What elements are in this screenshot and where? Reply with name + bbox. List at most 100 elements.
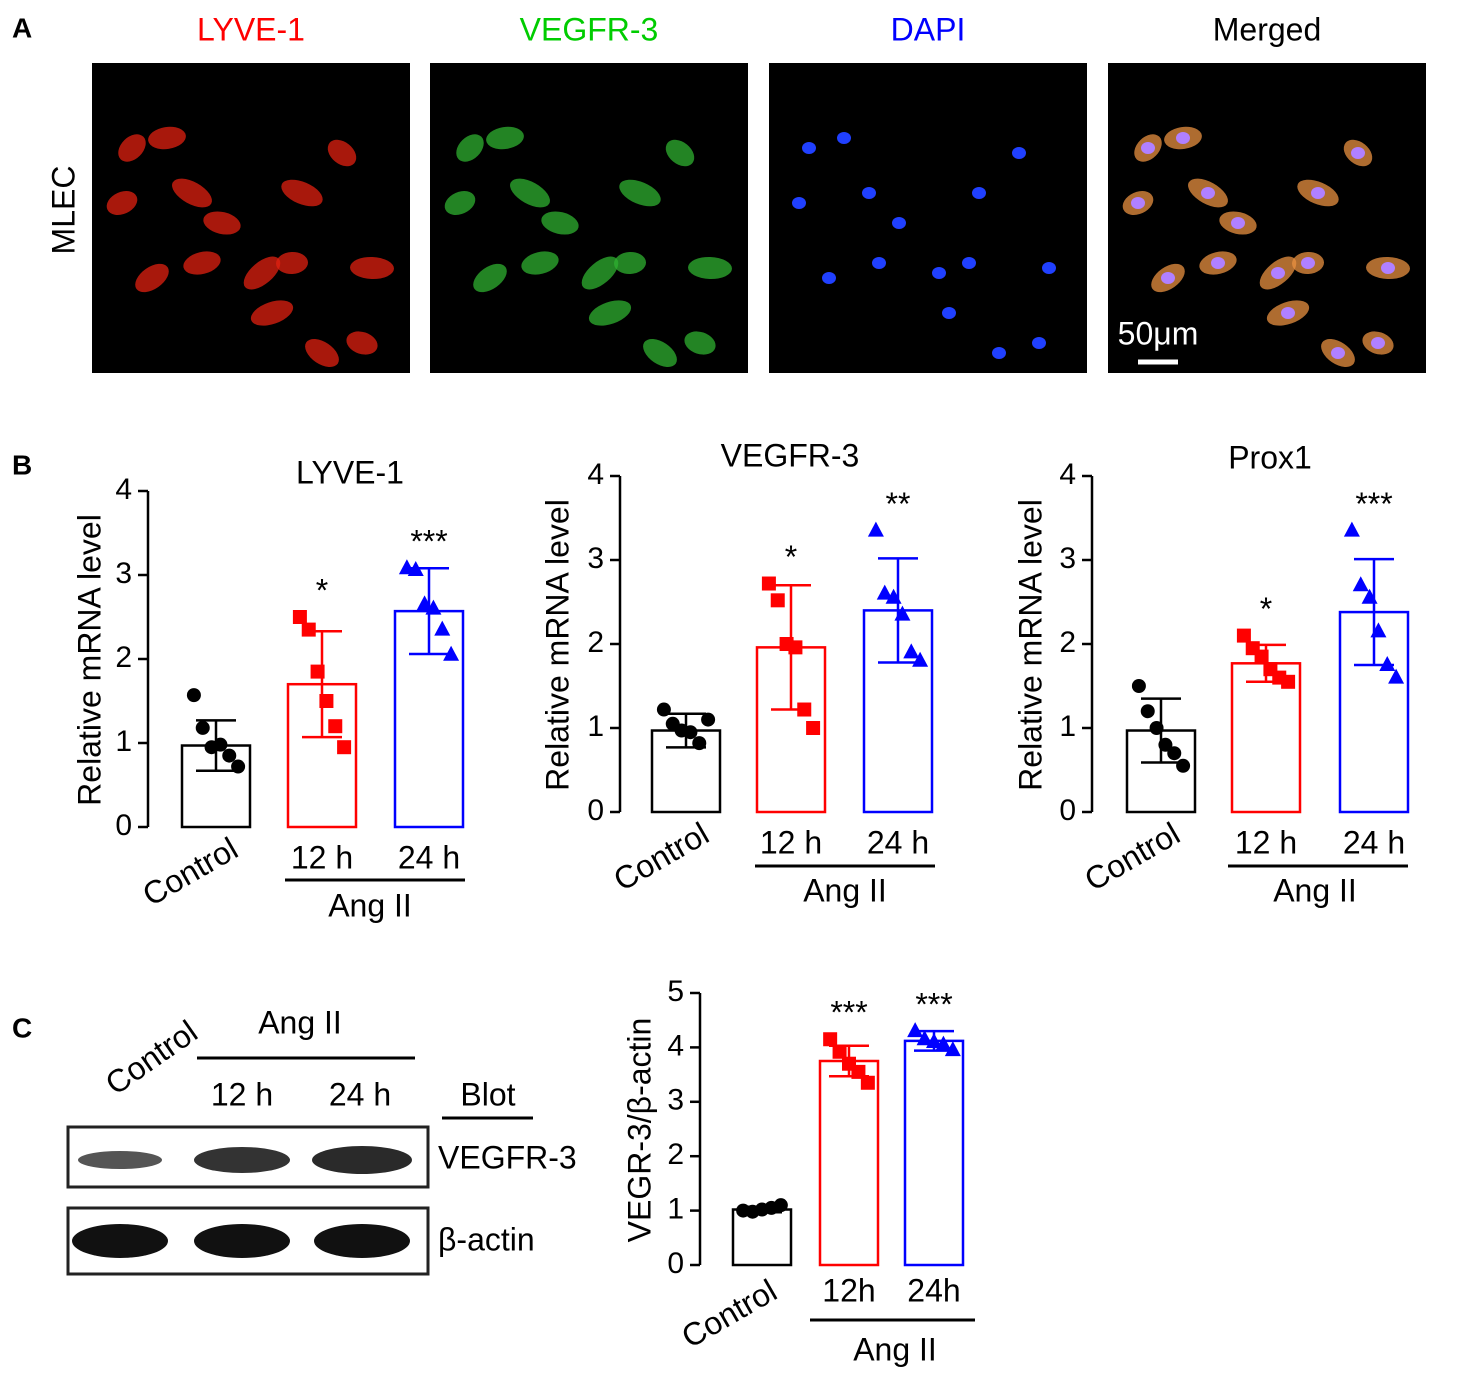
y-tick-label: 3 bbox=[1059, 542, 1076, 575]
significance: * bbox=[316, 572, 328, 608]
significance: * bbox=[785, 539, 797, 575]
panel-label: C bbox=[12, 1012, 32, 1043]
data-point bbox=[916, 1030, 933, 1046]
cell bbox=[510, 178, 550, 208]
nucleus bbox=[872, 257, 886, 269]
cell bbox=[665, 139, 695, 167]
data-point bbox=[656, 702, 671, 717]
group-label: Ang II bbox=[853, 1331, 937, 1367]
x-tick-label: 12 h bbox=[1235, 824, 1297, 860]
image-label: VEGFR-3 bbox=[520, 11, 659, 47]
lane-label: Control bbox=[99, 1013, 204, 1102]
image-label: Merged bbox=[1213, 11, 1322, 47]
group-label: Ang II bbox=[328, 887, 412, 923]
x-tick-label: 24h bbox=[907, 1272, 960, 1308]
data-point bbox=[186, 688, 201, 703]
micrographs: LYVE-1 VEGFR-3 DAPI Merged 50μm bbox=[92, 11, 1426, 373]
nucleus bbox=[1131, 197, 1145, 209]
cell bbox=[444, 191, 476, 215]
band bbox=[312, 1146, 412, 1174]
nucleus bbox=[822, 272, 836, 284]
data-point bbox=[1361, 588, 1378, 604]
significance: *** bbox=[1355, 486, 1392, 522]
nucleus bbox=[837, 132, 851, 144]
data-point bbox=[912, 651, 929, 667]
data-point bbox=[1352, 576, 1369, 592]
data-point bbox=[1176, 758, 1191, 773]
data-point bbox=[1140, 704, 1155, 719]
y-tick-label: 2 bbox=[1059, 626, 1076, 659]
cell bbox=[346, 331, 378, 355]
data-point bbox=[761, 576, 776, 591]
y-axis-label: Relative mRNA level bbox=[539, 499, 575, 791]
image-label: LYVE-1 bbox=[197, 11, 305, 47]
x-tick-label: 24 h bbox=[398, 839, 460, 875]
data-point bbox=[907, 1022, 924, 1038]
blot-row: β-actin bbox=[438, 1221, 535, 1257]
cell bbox=[135, 263, 169, 293]
data-point bbox=[944, 1041, 961, 1057]
micrograph bbox=[92, 63, 410, 373]
data-point bbox=[1236, 628, 1251, 643]
data-point bbox=[328, 719, 343, 734]
bar bbox=[731, 1208, 793, 1267]
nucleus bbox=[1281, 307, 1295, 319]
lane-label: 24 h bbox=[329, 1076, 391, 1112]
cell bbox=[684, 331, 716, 355]
data-point bbox=[310, 664, 325, 679]
data-point bbox=[832, 1044, 847, 1059]
data-point bbox=[1158, 737, 1173, 752]
band bbox=[194, 1147, 290, 1173]
data-point bbox=[407, 560, 424, 576]
y-tick-label: 0 bbox=[115, 809, 132, 842]
nucleus bbox=[1161, 272, 1175, 284]
data-point bbox=[1388, 668, 1405, 684]
nucleus bbox=[1211, 257, 1225, 269]
cell bbox=[106, 191, 138, 215]
cell bbox=[619, 179, 661, 207]
data-point bbox=[851, 1064, 866, 1079]
y-tick-label: 1 bbox=[1059, 710, 1076, 743]
data-point bbox=[867, 521, 884, 537]
y-tick-label: 3 bbox=[667, 1084, 684, 1117]
nucleus bbox=[1201, 187, 1215, 199]
data-point bbox=[683, 725, 698, 740]
cell bbox=[172, 178, 212, 208]
significance: *** bbox=[410, 524, 447, 560]
data-point bbox=[213, 737, 228, 752]
x-tick-label: Control bbox=[675, 1272, 782, 1355]
data-point bbox=[885, 588, 902, 604]
data-point bbox=[903, 643, 920, 659]
data-point bbox=[926, 1032, 942, 1048]
x-tick-label: Control bbox=[1078, 815, 1185, 898]
nucleus bbox=[1301, 257, 1315, 269]
nucleus bbox=[1371, 337, 1385, 349]
data-point bbox=[773, 1198, 788, 1213]
band bbox=[194, 1224, 290, 1258]
band bbox=[72, 1224, 168, 1258]
cell bbox=[305, 338, 339, 368]
nucleus bbox=[862, 187, 876, 199]
cell bbox=[581, 256, 619, 290]
nucleus bbox=[1331, 347, 1345, 359]
cell bbox=[614, 251, 646, 275]
y-tick-label: 4 bbox=[115, 473, 132, 506]
cell bbox=[148, 126, 186, 150]
data-point bbox=[195, 720, 210, 735]
band bbox=[314, 1224, 410, 1258]
group-label: Ang II bbox=[258, 1004, 342, 1040]
x-tick-label: 12h bbox=[822, 1272, 875, 1308]
cell bbox=[183, 251, 221, 275]
y-tick-label: 4 bbox=[587, 458, 604, 491]
y-axis-label: VEGR-3/β-actin bbox=[621, 1018, 657, 1243]
nucleus bbox=[1141, 142, 1155, 154]
nucleus bbox=[802, 142, 816, 154]
y-tick-label: 4 bbox=[667, 1029, 684, 1062]
data-point bbox=[292, 610, 307, 624]
y-tick-label: 2 bbox=[115, 641, 132, 674]
x-tick-label: 24 h bbox=[867, 824, 929, 860]
data-point bbox=[434, 620, 451, 636]
y-tick-label: 2 bbox=[667, 1138, 684, 1171]
